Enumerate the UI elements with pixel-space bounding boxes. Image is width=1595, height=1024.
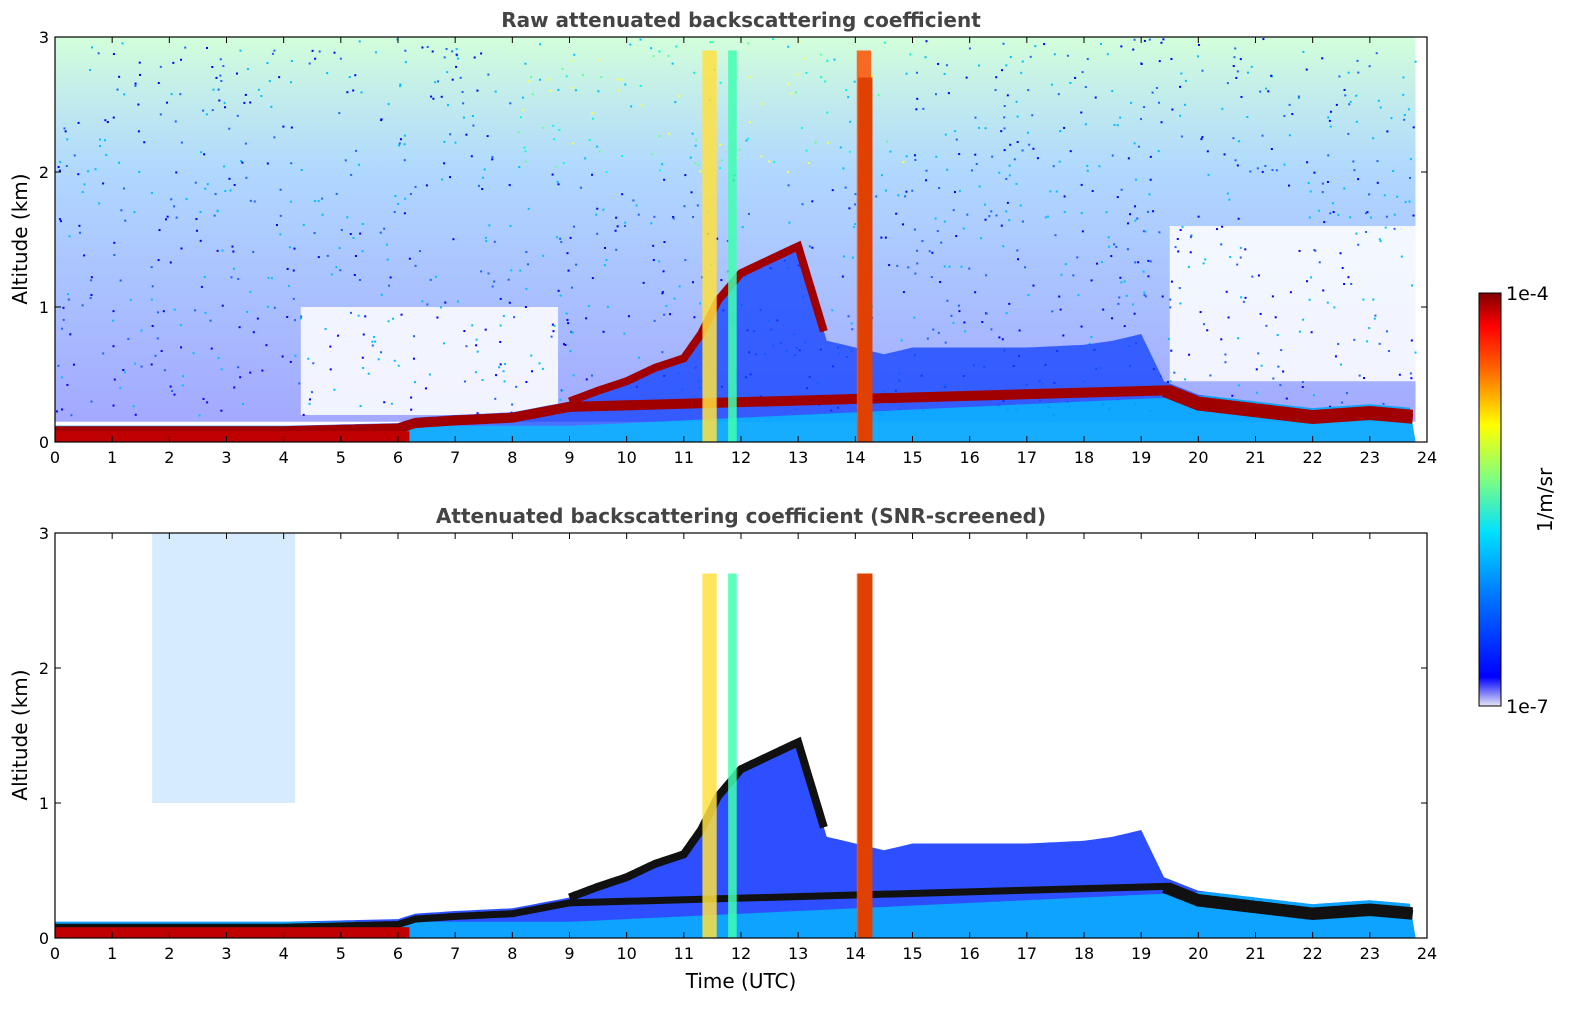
x-tick-label: 10 xyxy=(616,448,636,467)
precip-core xyxy=(858,77,873,442)
precip-column xyxy=(702,573,717,938)
x-tick-label: 3 xyxy=(221,944,231,963)
x-tick-label: 16 xyxy=(959,448,979,467)
y-tick-label: 3 xyxy=(39,28,49,47)
x-tick-label: 9 xyxy=(564,944,574,963)
x-tick-label: 17 xyxy=(1017,944,1037,963)
x-tick-label: 9 xyxy=(564,448,574,467)
x-tick-label: 18 xyxy=(1074,448,1094,467)
cloud-layer xyxy=(568,736,828,902)
evening-layer xyxy=(1162,387,1414,425)
x-tick-label: 1 xyxy=(107,944,117,963)
x-tick-label: 11 xyxy=(674,944,694,963)
x-tick-label: 6 xyxy=(393,944,403,963)
x-tick-label: 12 xyxy=(731,944,751,963)
x-tick-label: 16 xyxy=(959,944,979,963)
x-tick-label: 12 xyxy=(731,448,751,467)
x-tick-label: 2 xyxy=(164,944,174,963)
x-tick-label: 5 xyxy=(336,448,346,467)
y-tick-label: 0 xyxy=(39,929,49,948)
raw-backscatter-panel: Raw attenuated backscattering coefficien… xyxy=(8,8,1437,467)
y-tick-label: 3 xyxy=(39,524,49,543)
x-tick-label: 8 xyxy=(507,448,517,467)
x-tick-label: 10 xyxy=(616,944,636,963)
x-axis-label: Time (UTC) xyxy=(685,969,797,993)
aerosol-patch xyxy=(152,533,296,803)
snr-screened-panel: Attenuated backscattering coefficient (S… xyxy=(8,504,1437,993)
cloud-layer xyxy=(568,240,828,406)
x-tick-label: 19 xyxy=(1131,448,1151,467)
y-axis-label: Altitude (km) xyxy=(8,669,32,800)
x-tick-label: 23 xyxy=(1360,448,1380,467)
x-tick-label: 21 xyxy=(1245,448,1265,467)
y-tick-label: 2 xyxy=(39,659,49,678)
x-tick-label: 4 xyxy=(279,448,289,467)
x-tick-label: 15 xyxy=(902,448,922,467)
x-tick-label: 0 xyxy=(50,944,60,963)
x-tick-label: 0 xyxy=(50,448,60,467)
x-tick-label: 6 xyxy=(393,448,403,467)
x-tick-label: 14 xyxy=(845,448,865,467)
colorbar: 1e-4 1e-7 1/m/sr xyxy=(1478,283,1557,718)
x-tick-label: 3 xyxy=(221,448,231,467)
x-tick-label: 18 xyxy=(1074,944,1094,963)
surface-layer xyxy=(55,927,410,938)
precip-column xyxy=(728,573,737,938)
y-axis-label: Altitude (km) xyxy=(8,173,32,304)
precip-core xyxy=(858,573,873,938)
x-tick-label: 2 xyxy=(164,448,174,467)
x-tick-label: 7 xyxy=(450,448,460,467)
x-tick-label: 11 xyxy=(674,448,694,467)
x-tick-label: 8 xyxy=(507,944,517,963)
precip-column xyxy=(702,50,717,442)
x-tick-label: 4 xyxy=(279,944,289,963)
x-tick-label: 22 xyxy=(1302,448,1322,467)
x-tick-label: 19 xyxy=(1131,944,1151,963)
x-tick-label: 13 xyxy=(788,944,808,963)
x-tick-label: 15 xyxy=(902,944,922,963)
x-tick-label: 13 xyxy=(788,448,808,467)
evening-layer xyxy=(1162,883,1414,921)
x-tick-label: 20 xyxy=(1188,944,1208,963)
panel-title: Raw attenuated backscattering coefficien… xyxy=(501,8,981,32)
x-tick-label: 17 xyxy=(1017,448,1037,467)
y-tick-label: 2 xyxy=(39,163,49,182)
colorbar-unit-label: 1/m/sr xyxy=(1533,467,1557,532)
x-tick-label: 1 xyxy=(107,448,117,467)
x-tick-label: 24 xyxy=(1417,448,1437,467)
x-tick-label: 5 xyxy=(336,944,346,963)
x-tick-label: 20 xyxy=(1188,448,1208,467)
y-tick-label: 0 xyxy=(39,433,49,452)
colorbar-min-label: 1e-7 xyxy=(1506,696,1549,718)
surface-layer xyxy=(55,431,410,442)
colorbar-max-label: 1e-4 xyxy=(1506,283,1549,305)
x-tick-label: 23 xyxy=(1360,944,1380,963)
x-tick-label: 7 xyxy=(450,944,460,963)
x-tick-label: 24 xyxy=(1417,944,1437,963)
y-tick-label: 1 xyxy=(39,794,49,813)
y-tick-label: 1 xyxy=(39,298,49,317)
panel-title: Attenuated backscattering coefficient (S… xyxy=(436,504,1046,528)
precip-column xyxy=(728,50,737,442)
x-tick-label: 14 xyxy=(845,944,865,963)
x-tick-label: 22 xyxy=(1302,944,1322,963)
x-tick-label: 21 xyxy=(1245,944,1265,963)
